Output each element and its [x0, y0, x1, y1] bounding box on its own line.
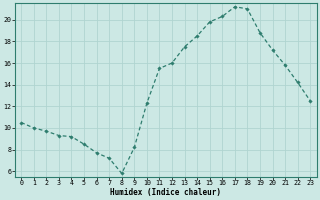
X-axis label: Humidex (Indice chaleur): Humidex (Indice chaleur) [110, 188, 221, 197]
